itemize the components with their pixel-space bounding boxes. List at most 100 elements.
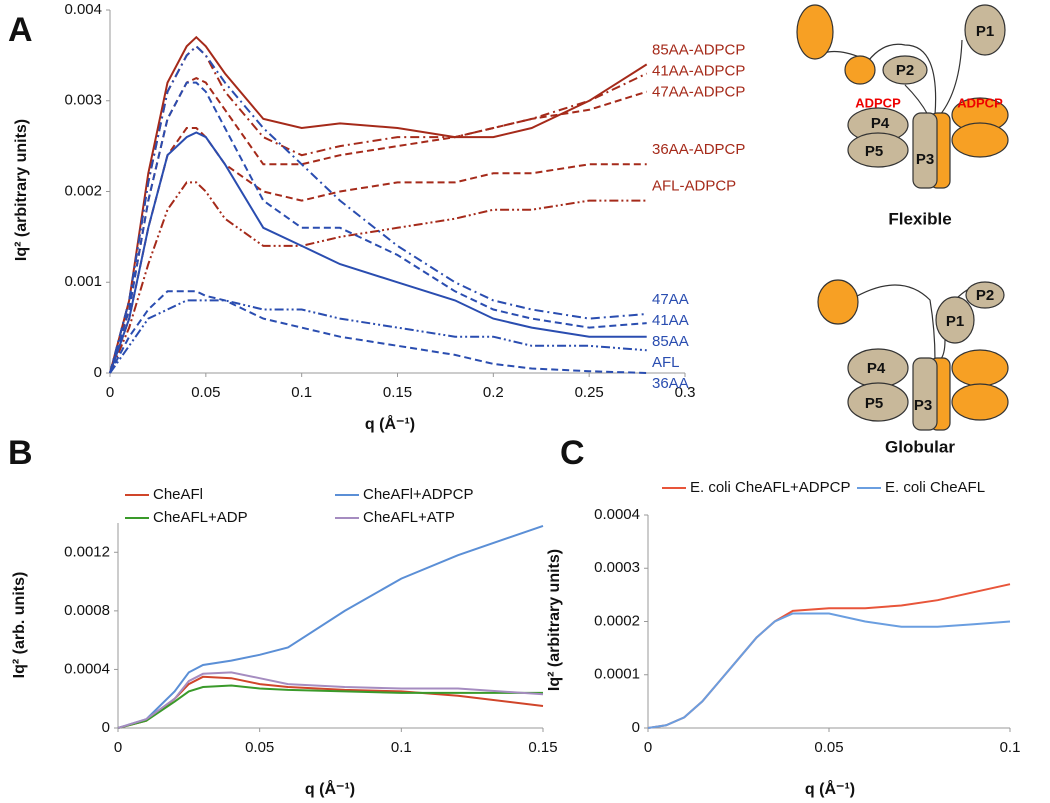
domain bbox=[844, 55, 876, 85]
x-tick-label: 0 bbox=[106, 384, 114, 401]
domain bbox=[935, 296, 975, 344]
series-label: AFL-ADPCP bbox=[652, 178, 736, 195]
series-label: 47AA bbox=[652, 291, 689, 308]
domain bbox=[796, 4, 834, 60]
legend-label: CheAFL+ADP bbox=[153, 509, 248, 526]
series-line bbox=[117, 684, 543, 729]
series-line bbox=[117, 671, 544, 729]
domain bbox=[951, 122, 1009, 158]
domain-label: P1 bbox=[976, 23, 994, 40]
series-line bbox=[109, 181, 647, 374]
x-tick-label: 0 bbox=[114, 739, 122, 756]
x-tick-label: 0.05 bbox=[191, 384, 220, 401]
panel-label: C bbox=[560, 434, 585, 472]
series-line bbox=[109, 76, 648, 374]
x-tick-label: 0.15 bbox=[528, 739, 557, 756]
series-line bbox=[109, 299, 647, 374]
panel-label: A bbox=[8, 11, 33, 49]
diagram-title: Globular bbox=[885, 437, 955, 456]
y-tick-label: 0.0002 bbox=[594, 612, 640, 629]
y-tick-label: 0.004 bbox=[64, 1, 102, 18]
x-axis-title: q (Å⁻¹) bbox=[805, 779, 855, 798]
domain bbox=[951, 383, 1009, 421]
x-axis-title: q (Å⁻¹) bbox=[365, 414, 415, 433]
series-label: 85AA bbox=[652, 333, 689, 350]
x-tick-label: 0.25 bbox=[575, 384, 604, 401]
x-tick-label: 0.3 bbox=[675, 384, 696, 401]
series-line bbox=[117, 524, 544, 729]
y-tick-label: 0.0004 bbox=[594, 506, 640, 523]
series-line bbox=[109, 35, 648, 374]
y-tick-label: 0 bbox=[102, 719, 110, 736]
domain-label: P3 bbox=[916, 151, 934, 168]
domain bbox=[964, 4, 1006, 56]
x-tick-label: 0 bbox=[644, 739, 652, 756]
legend-label: E. coli CheAFL bbox=[885, 479, 985, 496]
diagram-globular: P2 P1 P4 P5 P3 Globular bbox=[817, 279, 1009, 456]
panel-label: B bbox=[8, 434, 33, 472]
domain-label: P4 bbox=[871, 115, 890, 132]
series-line bbox=[109, 131, 647, 374]
series-line bbox=[109, 44, 647, 374]
series-line bbox=[109, 44, 648, 374]
domain bbox=[912, 357, 938, 431]
series-label: 41AA bbox=[652, 312, 689, 329]
y-axis-title: Iq² (arb. units) bbox=[11, 572, 28, 679]
x-tick-label: 0.1 bbox=[391, 739, 412, 756]
domain-label: P3 bbox=[914, 397, 932, 414]
connector bbox=[814, 39, 963, 116]
x-tick-label: 0.05 bbox=[245, 739, 274, 756]
y-tick-label: 0 bbox=[94, 364, 102, 381]
diagram-title: Flexible bbox=[888, 209, 951, 228]
x-tick-label: 0.1 bbox=[291, 384, 312, 401]
series-line bbox=[109, 81, 647, 374]
y-tick-label: 0.0003 bbox=[594, 559, 640, 576]
y-axis-title: Iq² (arbitrary units) bbox=[13, 119, 30, 261]
domain bbox=[847, 132, 909, 168]
series-label: 36AA-ADPCP bbox=[652, 141, 745, 158]
x-tick-label: 0.2 bbox=[483, 384, 504, 401]
y-tick-label: 0.001 bbox=[64, 273, 102, 290]
domain bbox=[965, 281, 1005, 309]
legend-label: CheAFL+ATP bbox=[363, 509, 455, 526]
y-axis-title: Iq² (arbitrary units) bbox=[546, 549, 563, 691]
domain-label: P5 bbox=[865, 143, 883, 160]
domain bbox=[847, 382, 909, 422]
y-tick-label: 0.0012 bbox=[64, 543, 110, 560]
x-tick-label: 0.1 bbox=[1000, 739, 1021, 756]
series-line bbox=[647, 583, 1011, 729]
x-tick-label: 0.05 bbox=[814, 739, 843, 756]
domain bbox=[882, 55, 928, 85]
series-line bbox=[117, 675, 544, 729]
series-label: 41AA-ADPCP bbox=[652, 62, 745, 79]
series-label: 85AA-ADPCP bbox=[652, 41, 745, 58]
domain-label: P2 bbox=[896, 62, 914, 79]
domain bbox=[951, 349, 1009, 387]
domain bbox=[817, 279, 859, 325]
y-tick-label: 0.003 bbox=[64, 92, 102, 109]
series-label: 36AA bbox=[652, 375, 689, 392]
y-tick-label: 0.0001 bbox=[594, 666, 640, 683]
domain-label: P4 bbox=[867, 360, 886, 377]
series-label: 47AA-ADPCP bbox=[652, 83, 745, 100]
domain bbox=[912, 112, 938, 189]
domain-label: P1 bbox=[946, 313, 964, 330]
legend-label: CheAFl bbox=[153, 486, 203, 503]
series-label: AFL bbox=[652, 354, 680, 371]
series-line bbox=[109, 127, 647, 374]
x-tick-label: 0.15 bbox=[383, 384, 412, 401]
series-line bbox=[109, 290, 647, 374]
domain-label: ADPCP bbox=[957, 95, 1003, 110]
y-tick-label: 0.002 bbox=[64, 182, 102, 199]
legend-label: E. coli CheAFL+ADPCP bbox=[690, 479, 850, 496]
domain-label: P2 bbox=[976, 287, 994, 304]
diagram-flexible: P1 P2 ADPCP ADPCP P4 P5 P3 Flexible bbox=[796, 4, 1009, 228]
x-axis-title: q (Å⁻¹) bbox=[305, 779, 355, 798]
legend-label: CheAFl+ADPCP bbox=[363, 486, 473, 503]
domain-label: ADPCP bbox=[855, 95, 901, 110]
domain-label: P5 bbox=[865, 395, 883, 412]
y-tick-label: 0 bbox=[632, 719, 640, 736]
series-line bbox=[647, 612, 1011, 729]
y-tick-label: 0.0004 bbox=[64, 660, 110, 677]
